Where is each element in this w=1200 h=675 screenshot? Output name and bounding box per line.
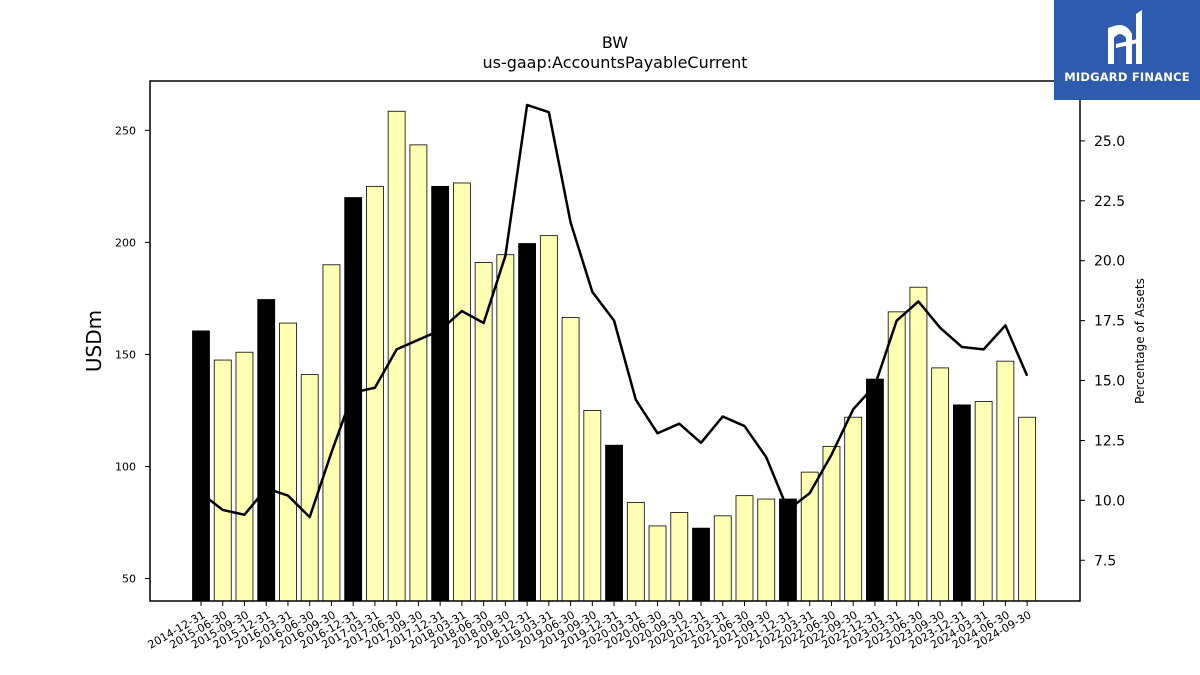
series-line (200, 103, 1029, 519)
y-tick-label: 200 (115, 236, 136, 249)
y-tick-label: 50 (122, 573, 136, 586)
bar (344, 197, 363, 602)
bar (387, 110, 406, 602)
bar (257, 299, 276, 602)
plot-frame (149, 80, 1081, 602)
bar (735, 495, 754, 602)
chart-title: BW (602, 33, 628, 52)
bar (909, 286, 928, 602)
bar (235, 351, 254, 602)
y2-tick-label: 20.0 (1094, 254, 1125, 270)
bar (779, 498, 797, 602)
logo-mark-icon (1108, 10, 1142, 64)
y2-tick-label: 10.0 (1094, 493, 1125, 509)
chart-subtitle: us-gaap:AccountsPayableCurrent (482, 53, 747, 72)
y2-tick-label: 15.0 (1094, 374, 1125, 390)
y2-tick-label: 25.0 (1094, 134, 1125, 150)
bar (866, 378, 884, 602)
bar (192, 330, 210, 602)
y-axis-label: USDm (82, 310, 106, 372)
bar (518, 243, 536, 602)
y-tick-label: 250 (115, 124, 136, 137)
bar (713, 515, 732, 602)
bar (953, 404, 971, 602)
bar (974, 401, 993, 602)
right-axis-ticks: 7.5 10.0 12.5 15.0 17.5 20.0 22.5 25.0 (1080, 134, 1125, 569)
left-axis-ticks: 50 100 150 200 250 (115, 124, 150, 586)
bar (822, 445, 841, 602)
bar-series (192, 110, 1037, 602)
bar (887, 311, 906, 602)
bar (452, 182, 471, 602)
y-tick-label: 100 (115, 461, 136, 474)
y-tick-label: 150 (115, 348, 136, 361)
bar (279, 322, 297, 602)
bar (561, 317, 580, 602)
bar (931, 367, 950, 602)
bar (213, 359, 232, 602)
y2-axis-label: Percentage of Assets (1133, 278, 1147, 404)
bar (474, 262, 493, 602)
bar (670, 512, 689, 602)
logo-text: MIDGARD FINANCE (1064, 70, 1190, 84)
bar (409, 144, 428, 602)
bar (300, 374, 319, 602)
midgard-finance-logo: MIDGARD FINANCE (1054, 0, 1200, 100)
bar (692, 527, 710, 602)
bar (844, 416, 863, 602)
bar (539, 235, 558, 602)
y2-tick-label: 17.5 (1094, 314, 1125, 330)
bar (648, 525, 667, 602)
bar (605, 444, 623, 602)
bar (626, 501, 645, 602)
y2-tick-label: 7.5 (1094, 553, 1116, 569)
bar (757, 498, 776, 602)
x-axis-ticks: 2014-12-312015-06-302015-09-302015-12-31… (146, 601, 1034, 652)
line-series (200, 103, 1029, 519)
bar (583, 410, 602, 602)
bar (996, 360, 1015, 602)
bar (496, 254, 515, 602)
bar (366, 185, 384, 602)
bar (431, 185, 450, 602)
y2-tick-label: 22.5 (1094, 194, 1125, 210)
y2-tick-label: 12.5 (1094, 433, 1125, 449)
bar (1018, 416, 1037, 602)
